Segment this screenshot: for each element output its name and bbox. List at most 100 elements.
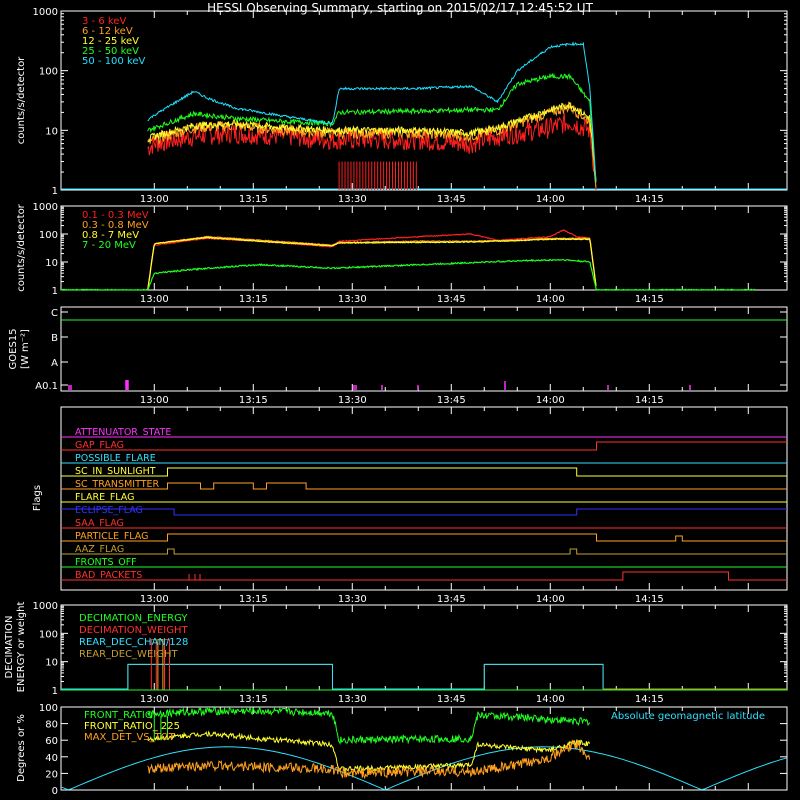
panel6-ytick-label: 40 [45, 753, 58, 764]
panel6-annotation: Absolute geomagnetic latitude [611, 711, 765, 722]
panel5-time-label: 14:15 [635, 694, 664, 705]
panel3-ytick-label: C [51, 308, 58, 319]
panel4-ylabel: Flags [32, 485, 43, 511]
panel5-ylabel2: ENERGY or weight [16, 602, 27, 693]
panel5-decimation-weight-spike [157, 639, 164, 690]
panel3-time-label: 13:00 [140, 395, 169, 406]
panel2-time-label: 13:15 [239, 294, 268, 305]
panel4-flag-label: AAZ_FLAG [75, 544, 124, 555]
panel4-flag-line-9 [61, 548, 787, 555]
panel2-ylabel: counts/s/detector [16, 203, 27, 291]
panel2-ytick-label: 10 [45, 258, 58, 269]
panel5-rear-dec-chan-line [61, 663, 604, 690]
panel5-time-label: 13:30 [338, 694, 367, 705]
panel3-time-label: 13:30 [338, 395, 367, 406]
panel6-ylabel: Degrees or % [16, 714, 27, 782]
panel2-time-label: 13:30 [338, 294, 367, 305]
panel3-time-label: 13:15 [239, 395, 268, 406]
panel6-ytick-label: 80 [45, 720, 58, 731]
panel4-flag-line-3 [61, 467, 787, 477]
panel2-time-label: 13:45 [437, 294, 466, 305]
panel5-time-label: 13:45 [437, 694, 466, 705]
panel2-series-line-3 [60, 258, 756, 291]
panel5-time-label: 13:15 [239, 694, 268, 705]
panel1-ytick-label: 10 [45, 126, 58, 137]
panel2-time-label: 14:15 [635, 294, 664, 305]
panel4-time-label: 13:00 [140, 594, 169, 605]
panel6-ytick-label: 60 [45, 736, 58, 747]
panel4-flag-label: SC_IN_SUNLIGHT [75, 466, 156, 477]
panel3-ytick-label: B [51, 333, 58, 344]
panel1-ytick-label: 1 [52, 186, 58, 197]
panel2-legend-item: 0.8 - 7 MeV [82, 230, 139, 241]
panel4-flag-line-1 [61, 441, 787, 451]
panel6-frame [60, 706, 788, 791]
panel5-ylabel: DECIMATION [4, 615, 15, 678]
panel6-series-line-2 [147, 740, 591, 780]
panel2-ytick-label: 1000 [33, 202, 58, 213]
panel4-flag-label: FRONTS_OFF [75, 557, 137, 568]
panel1-time-label: 14:15 [635, 194, 664, 205]
panel3-frame [60, 306, 788, 392]
panel6-ytick-label: 20 [45, 769, 58, 780]
panel2-frame [60, 205, 788, 291]
panel4-time-label: 14:15 [635, 594, 664, 605]
panel2-legend-item: 0.1 - 0.3 MeV [82, 210, 149, 221]
panel5-legend-item: REAR_DEC_CHAN/128 [79, 637, 188, 648]
panel5-time-label: 13:00 [140, 694, 169, 705]
panel5-legend-item: REAR_DEC_WEIGHT [79, 649, 178, 660]
panel3-ylabel: GOES15 [8, 328, 19, 369]
panel1-ytick-label: 100 [39, 67, 58, 78]
panel1-legend-item: 50 - 100 keV [82, 56, 146, 67]
panel1-series-line-3 [147, 72, 597, 183]
panel4-flag-line-11 [61, 571, 787, 581]
panel5-legend-item: DECIMATION_WEIGHT [79, 625, 188, 636]
panel6-geomagnetic-line [60, 746, 788, 791]
panel5-ytick-label: 1 [52, 686, 58, 697]
panel3-time-label: 13:45 [437, 395, 466, 406]
panel1-series-line-4 [147, 41, 597, 182]
panel4-flag-label: POSSIBLE_FLARE [75, 453, 156, 464]
panel6-series-line-1 [147, 730, 591, 773]
panel1-time-label: 13:45 [437, 194, 466, 205]
panel6-legend-item: FRONT_RATIO_ 225 [84, 721, 180, 732]
panel4-flag-label: BAD_PACKETS [75, 570, 142, 581]
panel4-flag-label: GAP_FLAG [75, 440, 124, 451]
panel4-flag-label: ATTENUATOR_STATE [75, 427, 171, 438]
panel4-flag-label: SC_TRANSMITTER [75, 479, 160, 490]
panel1-time-label: 13:00 [140, 194, 169, 205]
panel5-decimation-weight-spike [163, 639, 170, 690]
panel5-ytick-label: 10 [45, 658, 58, 669]
panel2-ytick-label: 100 [39, 230, 58, 241]
panel3-ytick-label: A0.1 [35, 381, 58, 392]
panel1-legend-item: 12 - 25 keV [82, 36, 139, 47]
panel4-flag-label: PARTICLE_FLAG [75, 531, 148, 542]
panel1-ylabel: counts/s/detector [16, 56, 27, 144]
panel4-time-label: 13:45 [437, 594, 466, 605]
panel6-legend-item: FRONT_RATIO [84, 710, 153, 721]
panel2-series-line-2 [147, 236, 597, 291]
panel1-time-label: 13:30 [338, 194, 367, 205]
panel6-legend-item: MAX_DET_VS_TOT [84, 732, 176, 743]
panel4-flag-label: ECLIPSE_FLAG [75, 505, 143, 516]
panel2-legend-item: 0.3 - 0.8 MeV [82, 220, 149, 231]
panel4-flag-line-6 [61, 508, 787, 516]
panel5-decimation-weight-spike [150, 639, 157, 690]
panel2-legend-item: 7 - 20 MeV [82, 240, 136, 251]
panel1-legend-item: 25 - 50 keV [82, 46, 139, 57]
panel2-time-label: 14:00 [536, 294, 565, 305]
panel4-time-label: 14:00 [536, 594, 565, 605]
panel3-time-label: 14:00 [536, 395, 565, 406]
panel2-ytick-label: 1 [52, 286, 58, 297]
panel5-ytick-label: 1000 [33, 601, 58, 612]
panel4-flag-label: SAA_FLAG [75, 518, 124, 529]
panel5-legend-item: DECIMATION_ENERGY [79, 613, 188, 624]
panel3-ytick-label: A [51, 358, 58, 369]
panel6-ytick-label: 0 [52, 786, 58, 797]
panel1-frame [60, 10, 788, 191]
panel4-flag-label: FLARE_FLAG [75, 492, 135, 503]
panel1-time-label: 14:00 [536, 194, 565, 205]
panel1-series-line-2 [147, 101, 597, 183]
panel1-ytick-label: 1000 [33, 7, 58, 18]
